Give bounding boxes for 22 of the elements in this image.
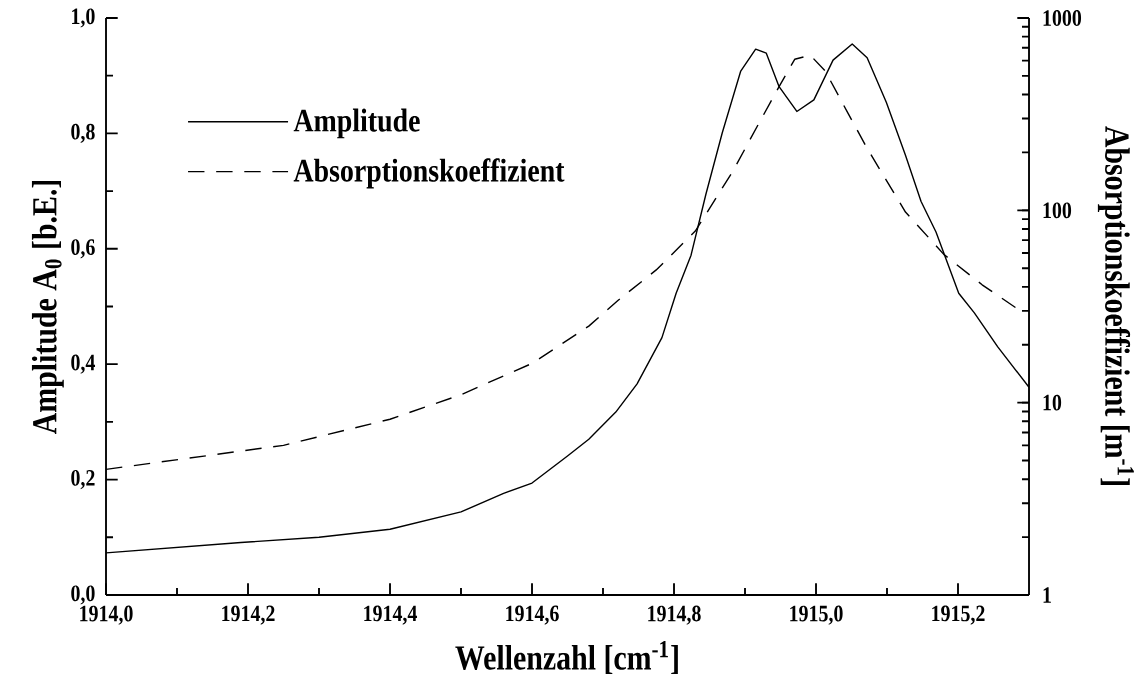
y2-tick-label: 1 xyxy=(1043,587,1051,603)
legend-label: Amplitude xyxy=(293,108,420,139)
x-tick-label: 1914,4 xyxy=(364,605,418,625)
y2-axis-title: Absorptionskoeffizient [m$^{-1}$] xyxy=(1097,126,1134,485)
y-axis-title: Amplitude A$_{0}$ [b.E.] xyxy=(31,180,64,434)
y-tick-label: 0,0 xyxy=(71,585,95,605)
y2-tick-label: 100 xyxy=(1043,202,1072,219)
x-tick-label: 1914,0 xyxy=(80,605,133,625)
x-tick-label: 1914,6 xyxy=(506,605,559,625)
x-tick-label: 1914,8 xyxy=(648,605,701,625)
y-tick-label: 0,4 xyxy=(71,354,96,374)
y2-tick-label: 10 xyxy=(1043,394,1062,411)
x-axis-title: Wellenzahl [cm$^{-1}$] xyxy=(455,640,678,675)
y-tick-label: 0,8 xyxy=(71,123,95,143)
y2-tick-label: 1000 xyxy=(1043,10,1082,26)
x-tick-label: 1914,2 xyxy=(222,605,275,625)
y-tick-label: 0,6 xyxy=(71,239,95,259)
y-tick-label: 1,0 xyxy=(72,8,95,28)
x-tick-label: 1915,0 xyxy=(790,605,843,625)
y-tick-label: 0,2 xyxy=(71,469,95,490)
x-tick-label: 1915,2 xyxy=(932,605,985,625)
legend-label: Absorptionskoeffizient xyxy=(293,158,565,189)
